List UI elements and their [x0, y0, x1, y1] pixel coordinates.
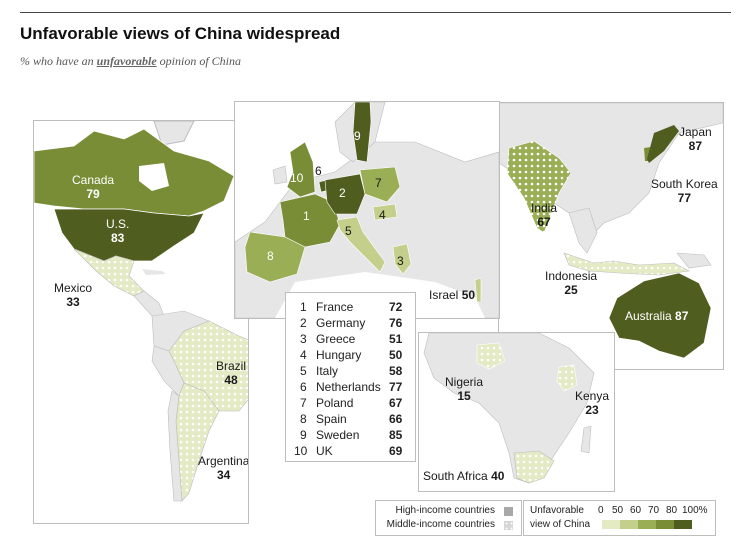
top-rule [20, 12, 731, 13]
germany-shape [324, 173, 366, 215]
list-item: 6 Netherlands 77 [300, 380, 403, 394]
australia-shape [608, 272, 712, 359]
europe-number-5: 5 [345, 224, 352, 238]
list-item: 4 Hungary 50 [300, 348, 403, 362]
scale-tick-80: 80 [666, 505, 678, 516]
canada-label: Canada 79 [72, 173, 115, 201]
europe-number-10: 10 [290, 171, 304, 185]
hungary-shape [372, 203, 398, 221]
scale-tick-100: 100% [682, 505, 708, 516]
spain-shape [244, 231, 306, 283]
europe-map [235, 102, 499, 318]
europe-number-1: 1 [303, 209, 310, 223]
nigeria-shape [476, 342, 506, 370]
list-item: 2 Germany 76 [300, 316, 403, 330]
sweden-shape [352, 102, 372, 163]
indonesia-shape [563, 252, 690, 276]
uk-shape [286, 141, 316, 198]
scale-tick-70: 70 [648, 505, 660, 516]
new-guinea-shape [676, 252, 712, 269]
brazil-label: Brazil 48 [216, 359, 247, 387]
africa-map-panel: Nigeria 15 Kenya 23 South Africa 40 [418, 332, 615, 492]
europe-number-6: 6 [315, 164, 322, 178]
scale-swatch-50-60 [620, 520, 638, 529]
madagascar-shape [580, 425, 592, 454]
israel-shape [474, 277, 482, 303]
south-africa-label: South Africa 40 [423, 469, 505, 483]
caribbean-cuba-shape [142, 269, 166, 275]
africa-map [423, 333, 595, 484]
israel-label: Israel 50 [429, 288, 476, 302]
indonesia-label: Indonesia 25 [545, 269, 598, 297]
japan-label: Japan 87 [679, 125, 712, 153]
europe-number-2: 2 [339, 186, 346, 200]
south-korea-label: South Korea 77 [651, 177, 718, 205]
list-item: 9 Sweden 85 [300, 428, 403, 442]
chile-shape [167, 390, 183, 502]
south-africa-shape [513, 450, 555, 484]
list-item: 1 France 72 [300, 300, 403, 314]
list-item: 5 Italy 58 [300, 364, 403, 378]
india-shape [506, 140, 572, 234]
scale-title-line-2: view of China [530, 519, 591, 530]
page-title: Unfavorable views of China widespread [20, 24, 341, 43]
canada-shape [34, 128, 235, 217]
central-america-shape [133, 290, 165, 317]
americas-map [34, 121, 248, 502]
nigeria-label: Nigeria 15 [445, 375, 484, 403]
kenya-label: Kenya 23 [575, 389, 610, 417]
americas-map-panel: Canada 79 U.S. 83 Mexico 33 Brazil 48 Argent… [33, 120, 249, 524]
mexico-shape [73, 248, 145, 297]
scale-tick-60: 60 [630, 505, 642, 516]
mexico-label: Mexico 33 [54, 281, 93, 309]
hudson-bay-shape [139, 163, 169, 191]
middle-income-label: Middle-income countries [386, 519, 495, 530]
europe-number-3: 3 [397, 254, 404, 268]
europe-number-4: 4 [379, 208, 386, 222]
greenland-shape [153, 121, 195, 146]
high-income-label: High-income countries [395, 505, 496, 516]
scale-tick-50: 50 [612, 505, 624, 516]
list-item: 8 Spain 66 [300, 412, 403, 426]
scale-swatch-0-50 [602, 520, 620, 529]
high-income-swatch [504, 507, 513, 516]
ireland-shape [272, 165, 288, 185]
scale-swatch-70-80 [656, 520, 674, 529]
list-item: 7 Poland 67 [300, 396, 403, 410]
greece-shape [392, 243, 412, 275]
poland-shape [359, 166, 401, 203]
list-item: 3 Greece 51 [300, 332, 403, 346]
france-shape [279, 193, 341, 248]
scale-swatch-60-70 [638, 520, 656, 529]
kenya-shape [556, 364, 578, 392]
europe-number-9: 9 [354, 129, 361, 143]
us-label: U.S. 83 [106, 217, 130, 245]
europe-country-list: 1 France 72 2 Germany 76 3 Greece 51 4 Hungary 5… [285, 292, 416, 462]
europe-number-8: 8 [267, 249, 274, 263]
asia-map [499, 103, 723, 359]
africa-shape [423, 333, 595, 484]
india-label: India 67 [531, 201, 558, 229]
color-scale-legend: Unfavorable view of China 0 50 60 70 80 … [523, 500, 716, 536]
italy-shape [336, 216, 386, 273]
scale-tick-0: 0 [598, 505, 604, 516]
europe-map-panel: 1 2 3 4 5 6 7 8 9 10 Israel 50 [234, 101, 500, 319]
scale-title-line-1: Unfavorable [530, 505, 584, 516]
argentina-label: Argentina 34 [198, 454, 249, 482]
australia-label: Australia 87 [625, 309, 689, 323]
scale-swatch-80-100 [674, 520, 692, 529]
europe-number-7: 7 [375, 176, 382, 190]
japan-shape [647, 125, 679, 163]
page-subtitle: % who have an unfavorable opinion of Chi… [20, 54, 241, 68]
income-legend: High-income countries Middle-income coun… [375, 500, 522, 536]
southeast-asia-shape [568, 207, 598, 254]
asia-map-panel: Japan 87 South Korea 77 India 67 Indonesia 2… [498, 102, 724, 370]
middle-income-swatch [504, 521, 513, 530]
list-item: 10 UK 69 [294, 444, 403, 458]
